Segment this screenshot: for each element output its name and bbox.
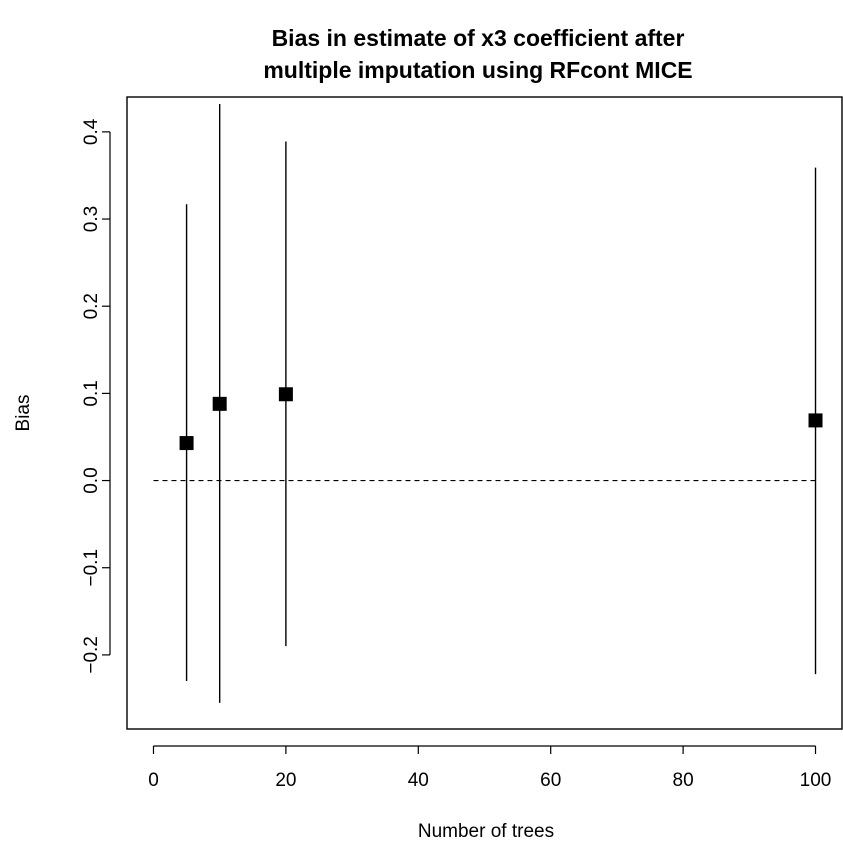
y-tick-label: 0.2 <box>81 293 102 319</box>
y-axis-title: Bias <box>13 395 34 432</box>
y-tick-label: 0.3 <box>81 206 102 232</box>
x-tick-label: 60 <box>540 770 561 791</box>
x-tick-label: 80 <box>673 770 694 791</box>
plot-frame <box>126 96 843 730</box>
y-tick-label: 0.4 <box>81 118 102 145</box>
data-point <box>278 387 293 402</box>
data-series <box>179 103 823 703</box>
y-tick-label: −0.2 <box>81 636 102 674</box>
y-tick-label: 0.0 <box>81 467 102 493</box>
data-point <box>808 413 823 428</box>
x-tick-label: 100 <box>800 770 832 791</box>
chart-title-line-2: multiple imputation using RFcont MICE <box>263 57 692 83</box>
x-axis: 0 20 40 60 80 100 <box>148 745 832 791</box>
x-axis-title: Number of trees <box>418 821 554 842</box>
x-tick-label: 20 <box>275 770 296 791</box>
data-point <box>212 396 227 411</box>
x-tick-label: 40 <box>408 770 429 791</box>
x-tick-label: 0 <box>148 770 159 791</box>
y-axis: −0.2 −0.1 0.0 0.1 0.2 0.3 0.4 <box>81 118 111 674</box>
y-tick-label: −0.1 <box>81 549 102 587</box>
y-tick-label: 0.1 <box>81 380 102 406</box>
data-point <box>179 436 194 451</box>
chart-title-line-1: Bias in estimate of x3 coefficient after <box>272 25 685 51</box>
